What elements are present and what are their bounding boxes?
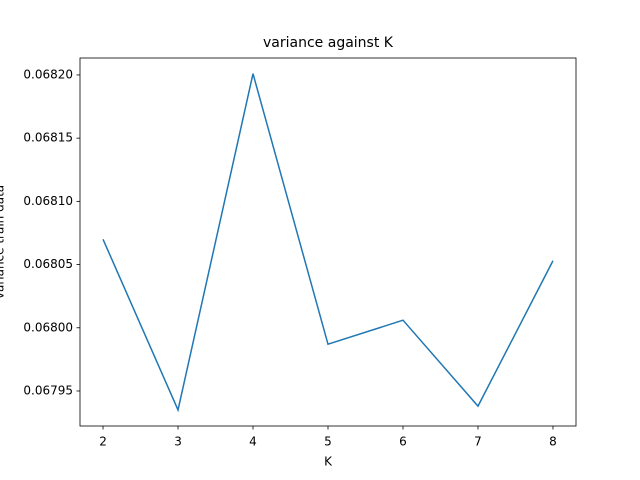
y-tick-label: 0.06820 [23, 67, 73, 81]
y-tick-label: 0.06810 [23, 194, 73, 208]
y-tick-label: 0.06800 [23, 320, 73, 334]
plot-frame [79, 57, 577, 427]
y-tick-label: 0.06795 [23, 383, 73, 397]
x-tick-label: 3 [174, 435, 182, 449]
x-tick-label: 5 [324, 435, 332, 449]
line [102, 73, 554, 413]
chart-title: variance against K [263, 35, 394, 51]
x-tick-label: 7 [474, 435, 482, 449]
x-tick-label: 2 [99, 435, 107, 449]
y-tick-label: 0.06805 [23, 257, 73, 271]
x-axis-label: K [324, 455, 333, 469]
y-axis-label: variance train data [0, 185, 7, 299]
x-tick-label: 4 [249, 435, 257, 449]
x-tick-label: 6 [399, 435, 407, 449]
x-tick-label: 8 [549, 435, 557, 449]
y-tick-label: 0.06815 [23, 131, 73, 145]
